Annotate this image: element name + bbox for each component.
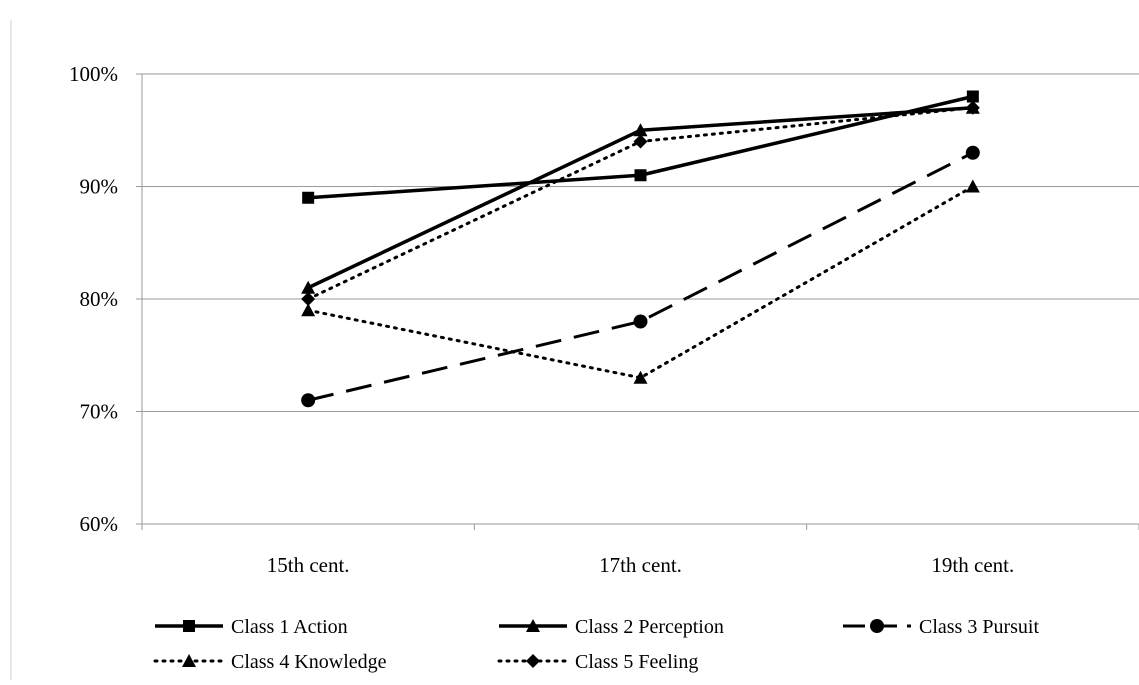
legend-label-class-3: Class 3 Pursuit	[919, 616, 1039, 638]
legend-marker-class-5	[526, 654, 540, 668]
data-point-class-4	[301, 303, 316, 317]
y-tick-label: 70%	[80, 400, 119, 424]
legend-label-class-1: Class 1 Action	[231, 616, 348, 638]
legend: Class 1 Action Class 2 Perception Class 3 …	[153, 616, 1039, 673]
x-tick-label: 15th cent.	[267, 553, 350, 577]
data-point-class-4	[965, 179, 980, 193]
y-tick-label: 60%	[80, 512, 119, 536]
data-point-class-5	[965, 100, 980, 115]
axes: 60% 70% 80% 90% 100% 15th cent. 17th cent. 19th…	[69, 62, 1139, 577]
data-point-class-2	[633, 123, 648, 137]
data-point-class-5	[633, 134, 648, 149]
series-markers	[301, 90, 980, 408]
legend-label-class-2: Class 2 Perception	[575, 616, 724, 638]
x-tick-label: 19th cent.	[931, 553, 1014, 577]
x-tick-label: 17th cent.	[599, 553, 682, 577]
series-line-class-4	[306, 185, 975, 380]
y-tick-label: 80%	[80, 287, 119, 311]
legend-marker-class-1	[183, 620, 195, 632]
data-point-class-3	[965, 145, 980, 160]
legend-label-class-5: Class 5 Feeling	[575, 651, 698, 673]
legend-label-class-4: Class 4 Knowledge	[231, 651, 387, 673]
y-tick-label: 90%	[80, 175, 119, 199]
series-line-class-3	[307, 151, 974, 402]
data-point-class-4	[633, 370, 648, 384]
data-point-class-3	[633, 314, 648, 329]
data-point-class-3	[301, 393, 316, 408]
legend-marker-class-3	[870, 619, 884, 633]
legend-marker-class-2	[526, 619, 540, 632]
data-point-class-1	[634, 169, 647, 182]
legend-marker-class-4	[182, 654, 196, 667]
data-point-class-1	[966, 90, 979, 103]
y-tick-label: 100%	[69, 62, 118, 86]
data-point-class-1	[302, 191, 315, 204]
data-point-class-5	[301, 292, 316, 306]
data-point-class-2	[301, 280, 316, 294]
